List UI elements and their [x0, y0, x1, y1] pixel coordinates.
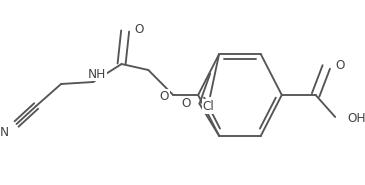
Text: N: N: [0, 125, 8, 139]
Text: O: O: [335, 58, 345, 71]
Text: O: O: [181, 97, 191, 110]
Text: Cl: Cl: [203, 100, 214, 113]
Text: O: O: [160, 90, 169, 102]
Text: OH: OH: [347, 112, 365, 125]
Text: NH: NH: [88, 68, 106, 80]
Text: O: O: [134, 23, 143, 36]
